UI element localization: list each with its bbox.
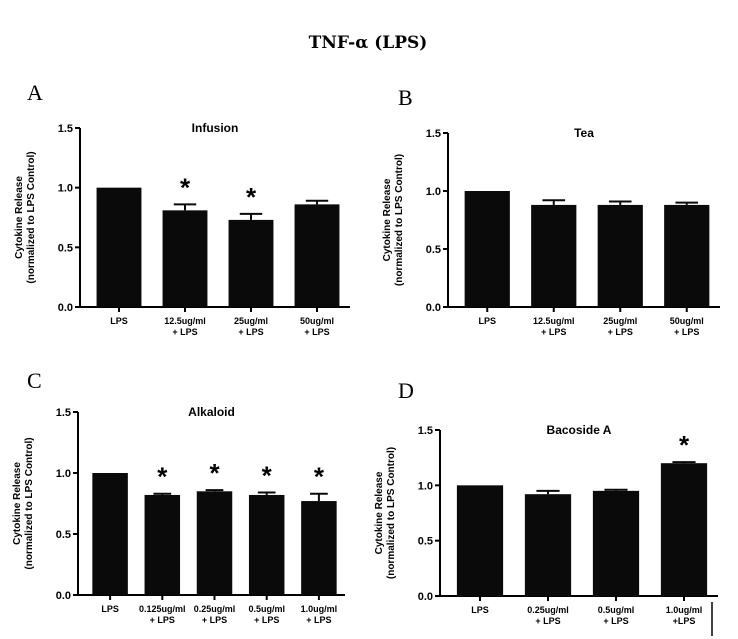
y-tick-label: 1.5 <box>426 128 441 140</box>
bar <box>228 219 274 307</box>
x-tick-label: + LPS <box>202 615 227 625</box>
x-tick-label: + LPS <box>674 327 699 337</box>
significance-star: * <box>209 458 220 488</box>
y-tick-label: 0.5 <box>418 536 433 548</box>
panel-letter: B <box>398 85 413 110</box>
significance-star: * <box>157 462 168 492</box>
bar <box>162 210 208 307</box>
panel-title: Bacoside A <box>547 423 612 437</box>
y-tick-label: 0.0 <box>418 591 433 603</box>
x-tick-label: 0.125ug/ml <box>139 604 186 614</box>
bar <box>144 494 181 595</box>
x-tick-label: 1.0ug/ml <box>301 604 338 614</box>
y-tick-label: 1.0 <box>56 468 71 480</box>
bar <box>664 204 710 307</box>
significance-star: * <box>679 430 690 460</box>
significance-star: * <box>246 182 257 212</box>
x-tick-label: + LPS <box>150 615 175 625</box>
x-tick-label: + LPS <box>306 615 331 625</box>
bar <box>196 491 233 595</box>
bar <box>96 187 142 307</box>
x-tick-label: 50ug/ml <box>300 316 334 326</box>
x-tick-label: + LPS <box>535 616 560 626</box>
y-tick-label: 1.0 <box>426 186 441 198</box>
y-tick-label: 1.5 <box>56 407 71 419</box>
bar <box>294 204 340 307</box>
bar <box>597 204 643 307</box>
x-tick-label: 12.5ug/ml <box>533 316 575 326</box>
y-axis-label: (normalized to LPS Control) <box>394 154 405 286</box>
y-tick-label: 1.5 <box>58 123 73 135</box>
x-tick-label: 25ug/ml <box>234 316 268 326</box>
y-tick-label: 0.5 <box>426 244 441 256</box>
y-tick-label: 1.0 <box>58 183 73 195</box>
panel-b: B Tea Cytokine Release (normalized to LPS C… <box>382 85 720 337</box>
significance-star: * <box>314 462 325 492</box>
bar <box>524 494 572 596</box>
significance-star: * <box>262 461 273 491</box>
panel-title: Infusion <box>192 121 239 135</box>
x-tick-label: 0.5ug/ml <box>248 604 285 614</box>
x-tick-label: 25ug/ml <box>603 316 637 326</box>
panel-title: Alkaloid <box>188 405 235 419</box>
y-tick-label: 1.0 <box>418 480 433 492</box>
panel-a: A Infusion Cytokine Release (normalized to … <box>14 80 350 337</box>
x-tick-label: + LPS <box>254 615 279 625</box>
y-tick-label: 0.0 <box>56 590 71 602</box>
figure-title: TNF-α (LPS) <box>309 33 428 53</box>
y-axis-label: Cytokine Release <box>14 176 25 259</box>
y-axis-label: Cytokine Release <box>382 178 393 261</box>
panel-title: Tea <box>574 126 594 140</box>
x-tick-label: + LPS <box>238 327 263 337</box>
y-tick-label: 0.5 <box>56 529 71 541</box>
x-tick-label: 1.0ug/ml <box>666 605 703 615</box>
y-tick-label: 0.0 <box>58 302 73 314</box>
y-tick-label: 0.0 <box>426 302 441 314</box>
bar <box>248 494 285 595</box>
y-axis-label: (normalized to LPS Control) <box>26 151 37 283</box>
x-tick-label: + LPS <box>172 327 197 337</box>
y-axis-label: Cytokine Release <box>374 471 385 554</box>
y-axis-label: Cytokine Release <box>12 462 23 545</box>
panel-letter: A <box>27 80 43 105</box>
x-tick-label: +LPS <box>673 616 696 626</box>
y-tick-label: 0.5 <box>58 242 73 254</box>
x-tick-label: LPS <box>110 316 128 326</box>
x-tick-label: 12.5ug/ml <box>164 316 206 326</box>
x-tick-label: + LPS <box>541 327 566 337</box>
panel-letter: D <box>398 378 414 403</box>
panel-letter: C <box>27 368 42 393</box>
y-axis-label: (normalized to LPS Control) <box>24 437 35 569</box>
x-tick-label: + LPS <box>304 327 329 337</box>
y-tick-label: 1.5 <box>418 425 433 437</box>
y-axis-label: (normalized to LPS Control) <box>386 447 397 579</box>
x-tick-label: LPS <box>478 316 496 326</box>
panel-c: C Alkaloid Cytokine Release (normalized to … <box>12 368 345 625</box>
x-tick-label: 0.5ug/ml <box>598 605 635 615</box>
bar <box>464 191 510 307</box>
x-tick-label: + LPS <box>608 327 633 337</box>
x-tick-label: + LPS <box>603 616 628 626</box>
bar <box>531 204 577 307</box>
x-tick-label: 50ug/ml <box>670 316 704 326</box>
x-tick-label: 0.25ug/ml <box>194 604 236 614</box>
x-tick-label: 0.25ug/ml <box>527 605 569 615</box>
bar <box>592 490 640 596</box>
bar <box>92 473 128 595</box>
x-tick-label: LPS <box>471 605 489 615</box>
x-tick-label: LPS <box>101 604 119 614</box>
bar <box>456 485 504 596</box>
panel-d: D Bacoside A Cytokine Release (normalized t… <box>374 378 718 626</box>
significance-star: * <box>180 172 191 202</box>
bar <box>301 501 337 595</box>
bar <box>660 463 708 596</box>
